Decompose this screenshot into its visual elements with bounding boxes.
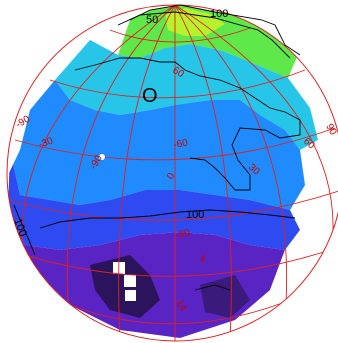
location-marker	[99, 154, 105, 160]
graticule-meridian	[174, 5, 334, 261]
contour-line	[117, 11, 291, 59]
field-band-cyan	[55, 40, 318, 150]
grid-label: -30	[175, 228, 192, 241]
graticule-parallel	[7, 189, 338, 221]
contour-line	[189, 97, 301, 191]
contour-line	[194, 284, 231, 291]
contour-line	[74, 57, 256, 99]
graticule-meridian	[174, 5, 288, 321]
contour-label: 50	[146, 14, 158, 26]
field-gap	[125, 290, 136, 301]
region-label: O	[142, 85, 158, 107]
grid-label: 90	[323, 122, 338, 138]
contour-label: 100	[11, 217, 29, 238]
graticule-meridian	[174, 5, 232, 341]
grid-label: -30	[37, 135, 55, 150]
graticule	[7, 5, 338, 341]
field-gap	[124, 275, 136, 287]
graticule-parallel	[69, 299, 291, 325]
grid-label: 60	[171, 65, 187, 80]
graticule-parallel	[24, 249, 331, 277]
contour-line	[39, 209, 296, 229]
grid-label: 14	[173, 298, 188, 314]
contour-label: 100	[210, 8, 228, 20]
contours	[13, 4, 301, 291]
graticule-meridian	[21, 5, 176, 281]
contour-line	[129, 4, 301, 56]
field-band-blue	[8, 150, 300, 250]
contour-line	[13, 204, 36, 256]
grid-label: 0	[165, 171, 178, 182]
graticule-parallel	[49, 69, 306, 99]
grid-label: -60	[173, 138, 190, 151]
grid-label: 4	[200, 254, 206, 265]
graticule-parallel	[14, 127, 336, 161]
field-band-lightblue	[10, 80, 305, 210]
graticule-meridian	[118, 5, 176, 341]
graticule-parallel	[109, 27, 251, 43]
graticule-meridian	[66, 5, 176, 331]
contour-label: 100	[186, 209, 204, 221]
